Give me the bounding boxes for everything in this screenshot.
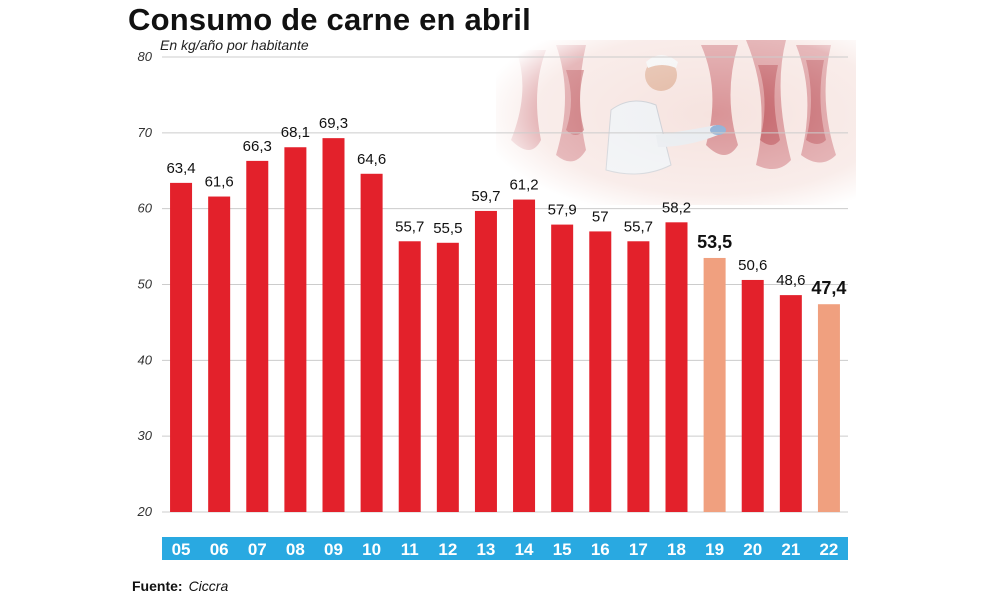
data-label-20: 50,6 (738, 257, 767, 274)
data-label-07: 66,3 (243, 138, 272, 155)
source-note: Fuente: Ciccra (132, 578, 228, 594)
y-tick-label: 30 (138, 428, 153, 443)
x-tick-label-12: 12 (438, 540, 457, 559)
x-axis-band (162, 537, 848, 560)
source-label: Fuente: (132, 578, 183, 594)
bar-15 (551, 224, 574, 512)
x-tick-label-15: 15 (553, 540, 572, 559)
bar-17 (627, 241, 650, 512)
x-tick-label-13: 13 (476, 540, 495, 559)
x-tick-label-07: 07 (248, 540, 267, 559)
data-label-17: 55,7 (624, 218, 653, 235)
data-label-14: 61,2 (509, 177, 538, 194)
bar-05 (170, 182, 193, 512)
bar-19 (703, 257, 726, 512)
data-label-22: 47,4 (811, 278, 846, 298)
bar-11 (398, 241, 421, 512)
y-tick-label: 40 (138, 352, 153, 367)
y-tick-label: 80 (138, 49, 153, 64)
bar-10 (360, 173, 383, 513)
data-label-19: 53,5 (697, 232, 732, 252)
bar-16 (589, 231, 612, 512)
data-label-21: 48,6 (776, 272, 805, 289)
x-tick-label-11: 11 (401, 540, 419, 559)
bar-14 (513, 199, 536, 513)
x-tick-label-08: 08 (286, 540, 305, 559)
x-tick-label-05: 05 (172, 540, 191, 559)
gridlines (162, 56, 848, 513)
data-label-11: 55,7 (395, 218, 424, 235)
x-tick-label-20: 20 (743, 540, 762, 559)
x-tick-label-21: 21 (781, 540, 800, 559)
data-labels: 63,4 61,6 66,3 68,1 69,3 64,6 55,7 55,5 59,7 61,2… (166, 115, 846, 298)
data-label-16: 57 (592, 208, 609, 225)
data-label-12: 55,5 (433, 220, 462, 237)
bar-06 (208, 196, 231, 513)
bar-21 (779, 295, 802, 512)
data-label-05: 63,4 (166, 160, 195, 177)
x-tick-label-18: 18 (667, 540, 686, 559)
bar-20 (741, 279, 764, 512)
y-tick-label: 20 (137, 504, 153, 519)
x-tick-label-19: 19 (705, 540, 724, 559)
bar-09 (322, 138, 345, 512)
bar-18 (665, 222, 688, 513)
x-tick-label-09: 09 (324, 540, 343, 559)
x-tick-label-22: 22 (819, 540, 838, 559)
chart-title: Consumo de carne en abril (128, 2, 531, 37)
data-label-06: 61,6 (205, 174, 234, 191)
bar-08 (284, 147, 307, 512)
bars (170, 138, 840, 513)
x-tick-label-10: 10 (362, 540, 381, 559)
data-label-15: 57,9 (548, 202, 577, 219)
source-value: Ciccra (188, 578, 229, 594)
y-tick-label: 60 (138, 201, 153, 216)
bar-12 (436, 242, 459, 512)
bar-13 (474, 210, 497, 513)
x-tick-label-17: 17 (629, 540, 648, 559)
x-tick-label-16: 16 (591, 540, 610, 559)
y-tick-label: 70 (138, 125, 153, 140)
bar-22 (817, 304, 840, 512)
y-axis-ticks: 20 30 40 50 60 70 80 (137, 49, 153, 519)
data-label-13: 59,7 (471, 188, 500, 205)
butcher-photo (496, 40, 856, 205)
chart-subtitle: En kg/año por habitante (160, 37, 309, 53)
x-tick-label-14: 14 (515, 540, 534, 559)
data-label-18: 58,2 (662, 199, 691, 216)
x-tick-label-06: 06 (210, 540, 229, 559)
data-label-08: 68,1 (281, 124, 310, 141)
y-tick-label: 50 (138, 277, 153, 292)
bar-07 (246, 160, 269, 512)
data-label-09: 69,3 (319, 115, 348, 132)
x-axis-ticks: 05 06 07 08 09 10 11 12 13 14 15 16 17 18 19 20 21 22 (172, 540, 839, 559)
data-label-10: 64,6 (357, 151, 386, 168)
